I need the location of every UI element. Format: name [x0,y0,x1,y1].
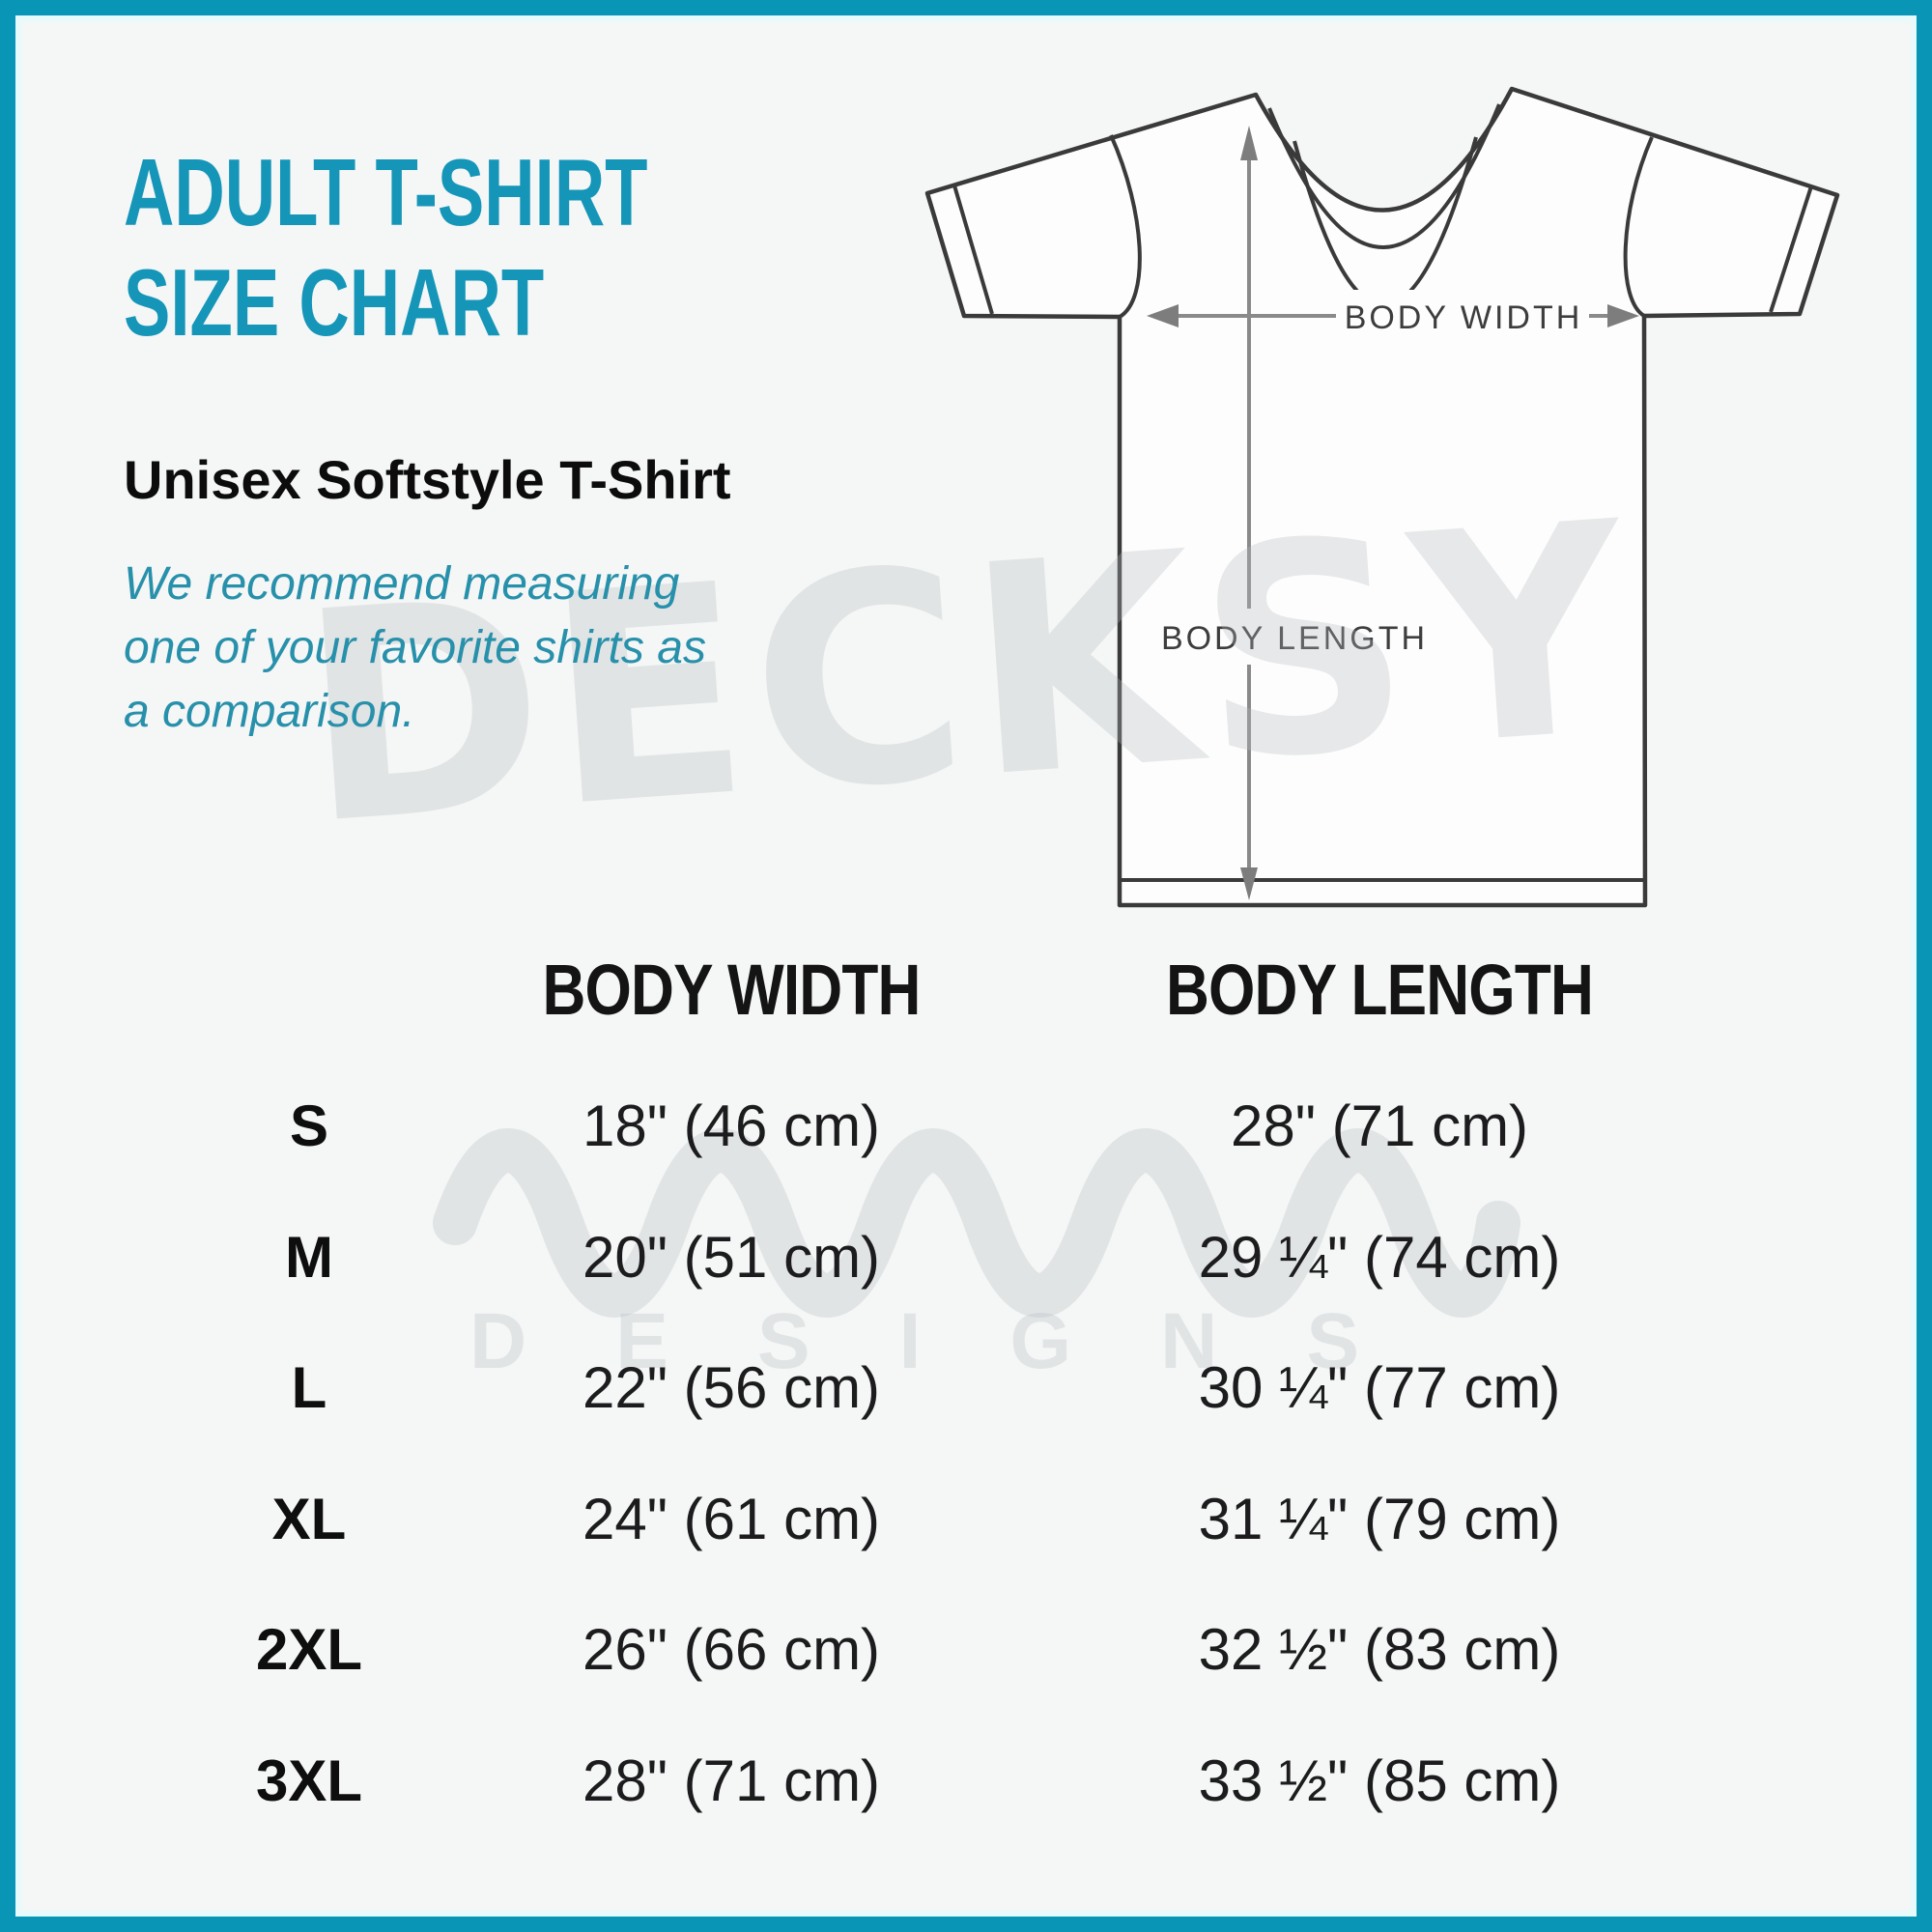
body-width-label: BODY WIDTH [1345,299,1583,336]
page-title: ADULT T-SHIRT SIZE CHART [124,137,647,357]
column-header-body-width: BODY WIDTH [542,950,921,1030]
measuring-note-line1: We recommend measuring [124,558,680,610]
row-3xl-body-length: 33 ½" (85 cm) [1198,1748,1561,1813]
tshirt-outline [924,86,1840,908]
row-m-size-label: M [285,1225,333,1290]
measuring-note: We recommend measuring one of your favor… [124,553,706,744]
measuring-note-line2: one of your favorite shirts as [124,622,706,673]
row-s-body-width: 18" (46 cm) [582,1094,881,1158]
row-2xl-size-label: 2XL [255,1617,363,1682]
measuring-note-line3: a comparison. [124,686,415,737]
row-2xl-body-length: 32 ½" (83 cm) [1198,1617,1561,1682]
row-l-body-length: 30 ¼" (77 cm) [1198,1355,1561,1420]
row-s-size-label: S [289,1094,329,1158]
left-cuff-seam [952,185,994,315]
row-3xl-body-width: 28" (71 cm) [582,1748,881,1813]
page-title-line1: ADULT T-SHIRT [124,139,648,245]
body-width-arrow-right [1607,304,1639,327]
body-width-arrow-left [1147,304,1179,327]
product-name: Unisex Softstyle T-Shirt [124,449,731,510]
page-title-line2: SIZE CHART [124,249,545,355]
row-2xl-body-width: 26" (66 cm) [582,1617,881,1682]
tshirt-diagram: BODY LENGTH BODY WIDTH [924,86,1840,908]
row-xl-size-label: XL [271,1487,347,1551]
body-length-arrow-up [1240,126,1258,160]
row-3xl-size-label: 3XL [255,1748,363,1813]
body-length-label-bg [1171,609,1418,665]
row-l-size-label: L [291,1355,327,1420]
row-m-body-width: 20" (51 cm) [582,1225,881,1290]
row-xl-body-width: 24" (61 cm) [582,1487,881,1551]
right-cuff-seam [1769,185,1813,313]
left-armhole-seam [1109,134,1142,319]
row-xl-body-length: 31 ¼" (79 cm) [1198,1487,1561,1551]
body-length-label: BODY LENGTH [1161,620,1428,657]
row-m-body-length: 29 ¼" (74 cm) [1198,1225,1561,1290]
body-width-label-bg [1336,290,1589,342]
row-l-body-width: 22" (56 cm) [582,1355,881,1420]
body-length-arrow-down [1240,867,1258,900]
row-s-body-length: 28" (71 cm) [1230,1094,1529,1158]
column-header-body-length: BODY LENGTH [1165,950,1594,1030]
right-armhole-seam [1623,136,1654,318]
